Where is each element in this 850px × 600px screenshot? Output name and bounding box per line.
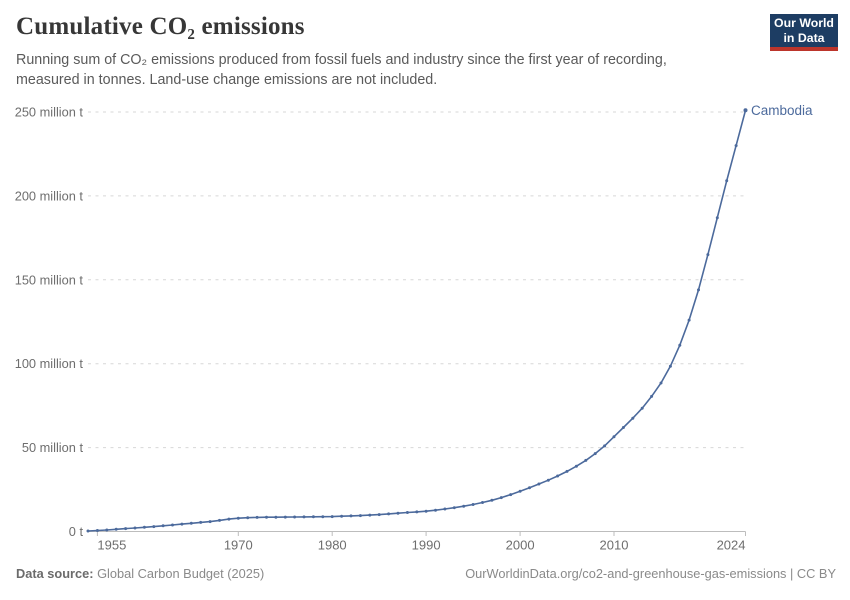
data-point: [358, 514, 362, 518]
data-point: [659, 381, 663, 385]
data-point: [321, 515, 325, 519]
data-point: [678, 343, 682, 347]
data-point: [218, 518, 221, 522]
data-point: [452, 506, 456, 510]
logo-line-1: Our World: [774, 15, 834, 30]
data-point: [340, 514, 344, 518]
data-point: [265, 515, 268, 519]
data-point: [302, 515, 306, 519]
data-point: [227, 517, 231, 521]
data-point: [189, 521, 193, 525]
data-point: [715, 216, 719, 220]
x-axis-tick-label: 2000: [506, 538, 535, 553]
data-point: [462, 504, 466, 508]
data-point: [180, 522, 184, 526]
data-point: [133, 526, 137, 530]
data-point: [114, 527, 118, 531]
data-point: [528, 486, 531, 490]
data-point: [199, 520, 203, 524]
data-point: [706, 253, 710, 257]
data-point: [603, 444, 607, 448]
cambodia-line: [87, 110, 747, 532]
chart-footer: Data source: Global Carbon Budget (2025)…: [16, 566, 836, 581]
data-point: [574, 464, 578, 468]
data-point: [311, 515, 315, 519]
y-axis-tick-label: 150 million t: [15, 272, 84, 287]
data-point: [105, 528, 109, 532]
data-point: [650, 394, 654, 398]
y-axis-tick-label: 100 million t: [15, 356, 84, 371]
data-point: [246, 516, 250, 520]
y-axis-tick-label: 50 million t: [22, 440, 84, 455]
page-title: Cumulative CO₂ emissions: [16, 13, 305, 40]
data-point: [481, 501, 484, 504]
data-point: [274, 515, 278, 519]
data-point: [236, 516, 240, 520]
data-point: [86, 529, 90, 533]
y-axis-tick-label: 250 million t: [15, 105, 84, 120]
x-axis-tick-label: 2010: [600, 538, 629, 553]
data-point: [518, 489, 522, 493]
logo-line-2: in Data: [783, 30, 825, 45]
x-axis-tick-label: 1970: [224, 538, 253, 553]
data-point: [396, 511, 400, 515]
data-point: [405, 511, 409, 514]
data-point: [152, 525, 156, 529]
y-axis-tick-label: 0 t: [69, 524, 84, 539]
data-source-value: Global Carbon Budget (2025): [97, 566, 265, 581]
x-axis-tick-label: 1955: [97, 538, 126, 553]
data-point: [499, 496, 503, 500]
end-point: [743, 108, 748, 113]
data-point: [565, 469, 569, 473]
data-point: [434, 508, 437, 512]
data-point: [687, 318, 691, 322]
data-point: [668, 364, 672, 368]
data-point: [124, 527, 128, 531]
data-point: [697, 288, 700, 292]
data-point: [584, 458, 588, 462]
data-point: [556, 474, 560, 478]
data-point: [368, 513, 372, 517]
data-point: [725, 179, 729, 183]
data-source: Data source: Global Carbon Budget (2025): [16, 566, 264, 581]
data-point: [546, 478, 550, 482]
owid-logo[interactable]: Our World in Data: [770, 14, 838, 51]
chart-subtitle: Running sum of CO₂ emissions produced fr…: [16, 52, 667, 88]
data-point: [283, 515, 287, 519]
x-axis-tick-label: 2024: [717, 538, 746, 553]
data-source-label: Data source:: [16, 566, 94, 581]
data-point: [537, 482, 541, 486]
data-point: [142, 525, 146, 529]
x-axis-tick-label: 1990: [412, 538, 441, 553]
credit-link[interactable]: OurWorldinData.org/co2-and-greenhouse-ga…: [465, 566, 836, 581]
data-point: [734, 144, 738, 148]
data-point: [424, 509, 428, 513]
data-point: [631, 416, 635, 420]
data-point: [293, 515, 297, 519]
data-point: [171, 523, 174, 527]
data-point: [415, 510, 419, 514]
data-point: [593, 452, 597, 456]
data-point: [640, 406, 644, 410]
data-point: [490, 498, 494, 502]
data-point: [387, 512, 391, 516]
data-point: [95, 529, 99, 532]
data-point: [621, 426, 625, 429]
entity-label: Cambodia: [751, 103, 813, 118]
data-point: [161, 524, 165, 528]
y-axis-tick-label: 200 million t: [15, 188, 84, 203]
data-point: [208, 520, 212, 524]
data-point: [443, 507, 447, 511]
data-point: [255, 515, 259, 519]
x-axis-tick-label: 1980: [318, 538, 347, 553]
data-point: [349, 514, 353, 518]
data-point: [330, 515, 334, 519]
data-point: [471, 503, 475, 506]
data-point: [509, 493, 513, 497]
data-point: [612, 435, 616, 439]
data-point: [377, 513, 381, 517]
